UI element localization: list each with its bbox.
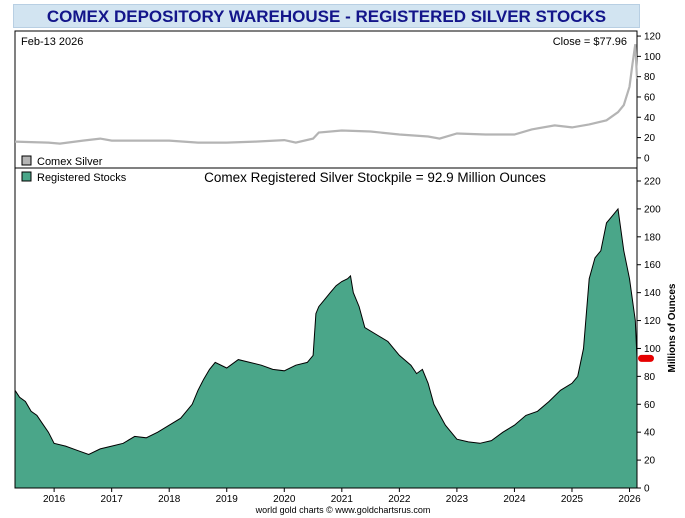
x-tick-label: 2023 bbox=[446, 494, 469, 505]
x-tick-label: 2019 bbox=[216, 494, 239, 505]
stocks-y-tick-label: 220 bbox=[644, 177, 661, 188]
stocks-y-tick-label: 60 bbox=[644, 400, 656, 411]
stocks-y-tick-label: 140 bbox=[644, 288, 661, 299]
date-label: Feb-13 2026 bbox=[21, 36, 83, 48]
stocks-y-tick-label: 20 bbox=[644, 456, 656, 467]
silver-y-tick-label: 0 bbox=[644, 153, 650, 164]
silver-y-tick-label: 120 bbox=[644, 32, 661, 43]
x-tick-label: 2018 bbox=[158, 494, 181, 505]
silver-price-line bbox=[14, 44, 639, 145]
silver-y-tick-label: 100 bbox=[644, 52, 661, 63]
chart-credit: world gold charts © www.goldchartsrus.co… bbox=[255, 505, 431, 515]
stocks-y-axis: 0 20 40 60 80 100 120 140 160 180 200 220 bbox=[637, 177, 661, 495]
stocks-y-tick-label: 180 bbox=[644, 232, 661, 243]
legend-label-stocks: Registered Stocks bbox=[37, 172, 127, 184]
x-axis: 2016 2017 2018 2019 2020 2021 2022 2023 2024 2025… bbox=[43, 488, 641, 505]
silver-y-tick-label: 40 bbox=[644, 113, 656, 124]
stocks-y-tick-label: 100 bbox=[644, 344, 661, 355]
close-label: Close = $77.96 bbox=[553, 36, 627, 48]
x-tick-label: 2016 bbox=[43, 494, 66, 505]
x-tick-label: 2021 bbox=[331, 494, 354, 505]
current-value-marker bbox=[638, 354, 654, 362]
silver-y-tick-label: 60 bbox=[644, 92, 656, 103]
chart-title: COMEX DEPOSITORY WAREHOUSE - REGISTERED … bbox=[13, 4, 640, 28]
stocks-y-tick-label: 0 bbox=[644, 484, 650, 495]
stocks-y-tick-label: 160 bbox=[644, 260, 661, 271]
stockpile-annotation: Comex Registered Silver Stockpile = 92.9… bbox=[204, 170, 546, 185]
stocks-y-tick-label: 200 bbox=[644, 204, 661, 215]
x-tick-label: 2020 bbox=[273, 494, 296, 505]
x-tick-label: 2026 bbox=[618, 494, 641, 505]
stocks-y-tick-label: 120 bbox=[644, 316, 661, 327]
x-tick-label: 2017 bbox=[101, 494, 124, 505]
legend-label-silver: Comex Silver bbox=[37, 156, 103, 168]
legend-swatch-silver bbox=[21, 155, 32, 166]
stocks-y-tick-label: 80 bbox=[644, 372, 656, 383]
silver-y-axis: 0 20 40 60 80 100 120 bbox=[637, 32, 661, 164]
y-axis-title: Millions of Ounces bbox=[667, 283, 678, 372]
stocks-y-tick-label: 40 bbox=[644, 428, 656, 439]
silver-y-tick-label: 80 bbox=[644, 72, 656, 83]
silver-y-tick-label: 20 bbox=[644, 133, 656, 144]
stocks-panel: Registered Stocks Comex Registered Silve… bbox=[14, 167, 678, 505]
x-tick-label: 2022 bbox=[388, 494, 411, 505]
registered-stocks-area bbox=[14, 207, 638, 489]
x-tick-label: 2025 bbox=[561, 494, 584, 505]
x-tick-label: 2024 bbox=[503, 494, 526, 505]
silver-price-panel: Feb-13 2026 Close = $77.96 Comex Silver … bbox=[14, 30, 661, 169]
legend-swatch-stocks bbox=[21, 171, 32, 182]
silver-plot-frame bbox=[14, 30, 638, 169]
